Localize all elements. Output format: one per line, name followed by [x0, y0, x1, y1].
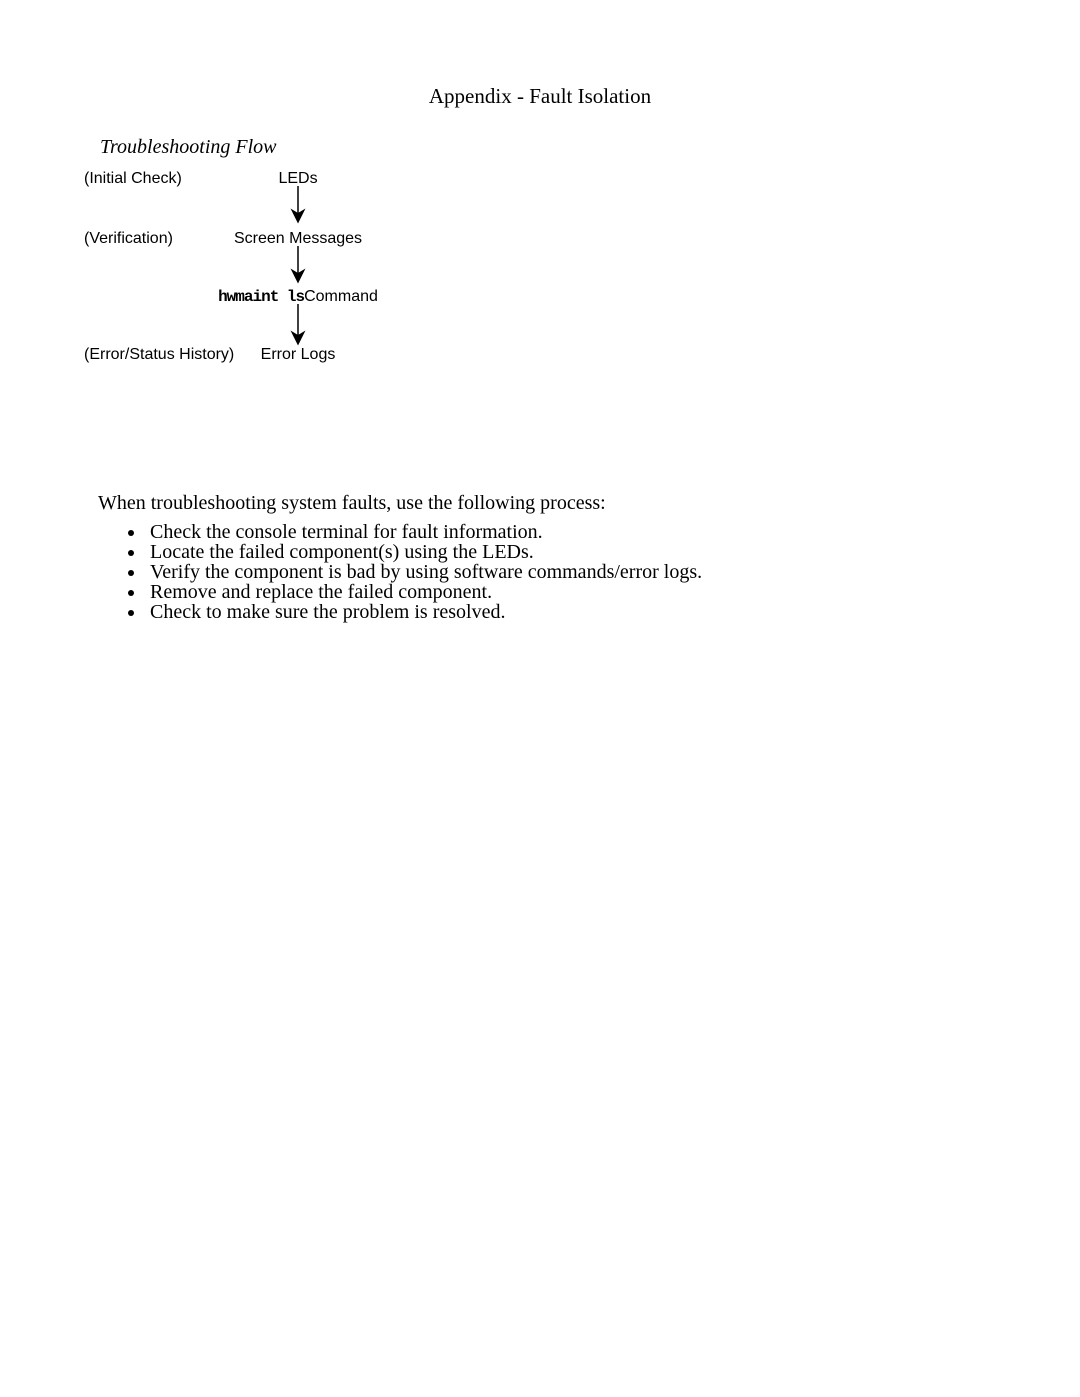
step-text: Locate the failed component(s) using the…: [150, 541, 534, 563]
page: Appendix - Fault Isolation Troubleshooti…: [0, 0, 1080, 1397]
step-text: Remove and replace the failed component.: [150, 581, 492, 603]
page-header: Appendix - Fault Isolation: [0, 84, 1080, 109]
list-item: Check the console terminal for fault inf…: [146, 522, 702, 542]
intro-text: When troubleshooting system faults, use …: [98, 492, 606, 515]
list-item: Remove and replace the failed component.: [146, 582, 702, 602]
list-item: Verify the component is bad by using sof…: [146, 562, 702, 582]
section-title: Troubleshooting Flow: [100, 136, 277, 159]
step-text: Check to make sure the problem is resolv…: [150, 601, 505, 623]
list-item: Locate the failed component(s) using the…: [146, 542, 702, 562]
step-text: Check the console terminal for fault inf…: [150, 521, 543, 543]
flow-arrows: [84, 160, 504, 390]
troubleshooting-flowchart: (Initial Check) (Verification) (Error/St…: [84, 160, 504, 390]
step-text: Verify the component is bad by using sof…: [150, 561, 702, 583]
page-title: Appendix - Fault Isolation: [429, 84, 651, 108]
list-item: Check to make sure the problem is resolv…: [146, 602, 702, 622]
troubleshooting-steps: Check the console terminal for fault inf…: [118, 522, 702, 622]
